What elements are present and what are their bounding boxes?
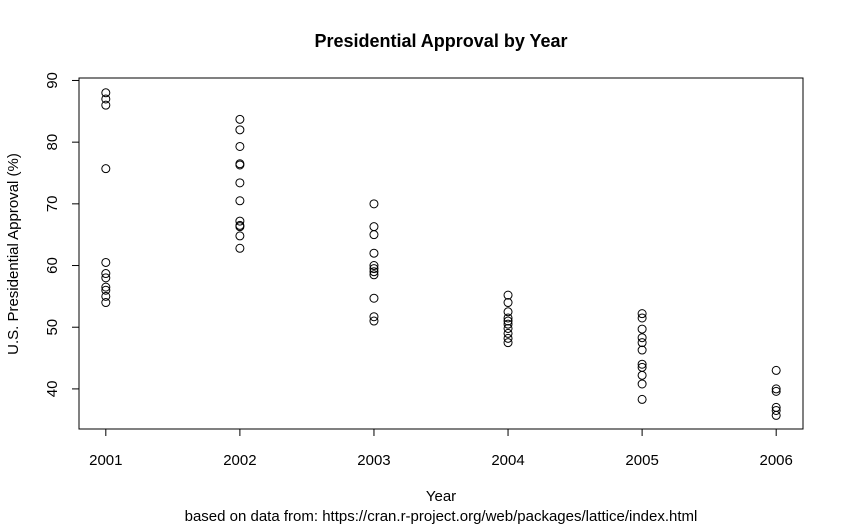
data-point xyxy=(101,273,111,283)
data-point xyxy=(235,231,245,241)
x-tick-label: 2001 xyxy=(89,452,122,469)
chart-title: Presidential Approval by Year xyxy=(314,31,567,51)
data-point xyxy=(369,270,379,280)
data-point xyxy=(235,141,245,151)
data-point xyxy=(101,285,111,295)
data-point xyxy=(637,370,647,380)
y-tick-label: 70 xyxy=(44,195,61,212)
y-tick-label: 90 xyxy=(44,72,61,89)
x-tick-label: 2002 xyxy=(223,452,256,469)
y-tick-label: 60 xyxy=(44,257,61,274)
y-axis-label: U.S. Presidential Approval (%) xyxy=(5,153,22,355)
y-axis: 40 50 60 70 80 90 xyxy=(44,72,79,397)
data-point xyxy=(503,316,513,326)
data-points xyxy=(101,88,781,420)
data-point xyxy=(637,324,647,334)
data-point xyxy=(503,290,513,300)
data-point xyxy=(101,269,111,279)
data-point xyxy=(637,379,647,389)
data-point xyxy=(369,222,379,232)
data-point xyxy=(503,298,513,308)
x-tick-label: 2006 xyxy=(759,452,792,469)
x-axis: 2001 2002 2003 2004 2005 2006 xyxy=(89,429,793,469)
data-point xyxy=(503,328,513,338)
data-point xyxy=(101,88,111,98)
data-point xyxy=(101,164,111,174)
source-caption: based on data from: https://cran.r-proje… xyxy=(185,508,698,525)
data-point xyxy=(369,316,379,326)
data-point xyxy=(771,365,781,375)
data-point xyxy=(369,261,379,271)
data-point xyxy=(369,293,379,303)
data-point xyxy=(369,312,379,322)
x-tick-label: 2004 xyxy=(491,452,524,469)
data-point xyxy=(637,338,647,348)
data-point xyxy=(101,100,111,110)
data-point xyxy=(235,178,245,188)
data-point xyxy=(771,410,781,420)
data-point xyxy=(369,267,379,277)
x-axis-label: Year xyxy=(426,488,456,505)
data-point xyxy=(503,333,513,343)
data-point xyxy=(637,313,647,323)
data-point xyxy=(771,405,781,415)
data-point xyxy=(503,307,513,317)
data-point xyxy=(637,309,647,319)
data-point xyxy=(101,291,111,301)
data-point xyxy=(503,323,513,333)
data-point xyxy=(637,333,647,343)
data-point xyxy=(101,257,111,267)
data-point xyxy=(235,222,245,232)
data-point xyxy=(503,319,513,329)
y-tick-label: 40 xyxy=(44,381,61,398)
plot-frame xyxy=(78,77,804,430)
data-point xyxy=(101,298,111,308)
data-point xyxy=(235,160,245,170)
data-point xyxy=(235,216,245,226)
data-point xyxy=(235,196,245,206)
x-tick-label: 2005 xyxy=(625,452,658,469)
y-tick-label: 50 xyxy=(44,319,61,336)
data-point xyxy=(637,394,647,404)
data-point xyxy=(235,114,245,124)
data-point xyxy=(235,243,245,253)
y-tick-label: 80 xyxy=(44,134,61,151)
data-point xyxy=(637,345,647,355)
data-point xyxy=(503,338,513,348)
data-point xyxy=(369,199,379,209)
data-point xyxy=(369,264,379,274)
data-point xyxy=(637,359,647,369)
data-point xyxy=(101,94,111,104)
data-point xyxy=(369,248,379,258)
data-point xyxy=(101,282,111,292)
data-point xyxy=(771,384,781,394)
data-point xyxy=(235,125,245,135)
data-point xyxy=(369,230,379,240)
data-point xyxy=(503,313,513,323)
x-tick-label: 2003 xyxy=(357,452,390,469)
data-point xyxy=(771,386,781,396)
